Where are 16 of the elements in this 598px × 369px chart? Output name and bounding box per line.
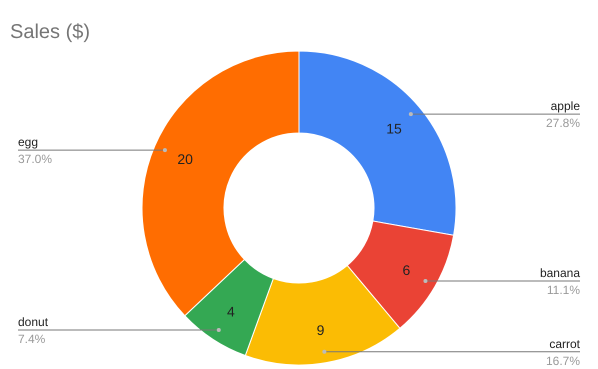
text: 11.1% — [546, 283, 580, 298]
text: 37.0% — [18, 152, 52, 166]
chart-title: Sales ($) — [10, 21, 90, 43]
data-label: 6 — [402, 262, 410, 278]
text: 16.7% — [546, 354, 580, 368]
data-label: 15 — [386, 120, 402, 136]
text: 27.8% — [546, 116, 580, 130]
text: 7.4% — [18, 332, 46, 346]
slice-label: carrot — [549, 336, 581, 351]
slice-label: apple — [550, 99, 580, 114]
data-label: 20 — [177, 150, 194, 167]
data-label: 4 — [226, 304, 235, 320]
data-label: 9 — [316, 322, 325, 338]
slice-label: donut — [18, 314, 49, 329]
slice-label: banana — [540, 266, 580, 280]
slice-label: egg — [18, 135, 38, 150]
